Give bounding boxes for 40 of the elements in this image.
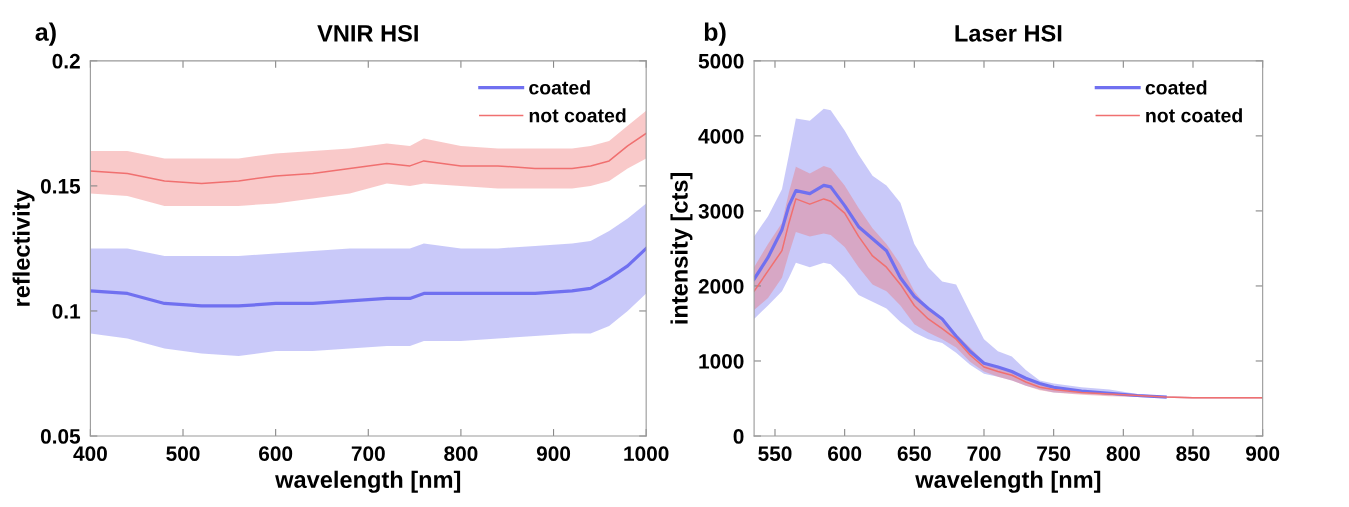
x-tick-label: 550	[758, 446, 792, 462]
legend-label: not coated	[1146, 108, 1242, 123]
x-tick-label: 900	[1246, 446, 1280, 462]
x-tick-label: 600	[259, 446, 293, 462]
line-series	[90, 132, 647, 185]
text: a)	[35, 22, 56, 46]
x-tick-label: 700	[351, 446, 385, 462]
x-tick-label: 750	[1037, 446, 1071, 462]
y-tick-label: 0.1	[52, 303, 81, 319]
x-tick-label: 500	[166, 446, 200, 462]
text: b)	[704, 22, 726, 46]
y-tick-label: 3000	[698, 203, 744, 219]
legend-label: not coated	[529, 108, 626, 123]
x-tick-label: 850	[1176, 446, 1210, 462]
y-axis-title: intensity [cts]	[670, 173, 693, 324]
y-tick-label: 1000	[699, 353, 744, 369]
y-tick-label: 0.05	[40, 429, 81, 444]
x-tick-label: 900	[536, 446, 571, 462]
line-series	[754, 183, 1167, 399]
x-tick-label: 400	[73, 446, 107, 462]
x-tick-label: 800	[444, 446, 478, 462]
x-tick-label: 800	[1106, 446, 1140, 462]
y-axis-title: reflectivity	[12, 189, 35, 306]
x-tick-label: 650	[897, 446, 931, 462]
x-axis-title: wavelength [nm]	[275, 470, 461, 493]
y-tick-label: 2000	[698, 278, 744, 294]
y-tick-label: 0.15	[40, 178, 81, 194]
chart-title: VNIR HSI	[317, 24, 418, 42]
y-tick-label: 0	[733, 429, 744, 444]
x-axis-title: wavelength [nm]	[915, 470, 1101, 493]
legend-label: coated	[1145, 80, 1207, 95]
line-series	[90, 246, 647, 308]
x-tick-label: 700	[967, 446, 1001, 462]
y-tick-label: 0.2	[52, 53, 80, 69]
legend-label: coated	[529, 80, 590, 95]
x-tick-label: 1000	[624, 446, 669, 462]
x-tick-label: 600	[828, 446, 862, 462]
y-tick-label: 5000	[698, 53, 744, 69]
chart-title: Laser HSI	[955, 24, 1062, 42]
y-tick-label: 4000	[698, 128, 744, 144]
